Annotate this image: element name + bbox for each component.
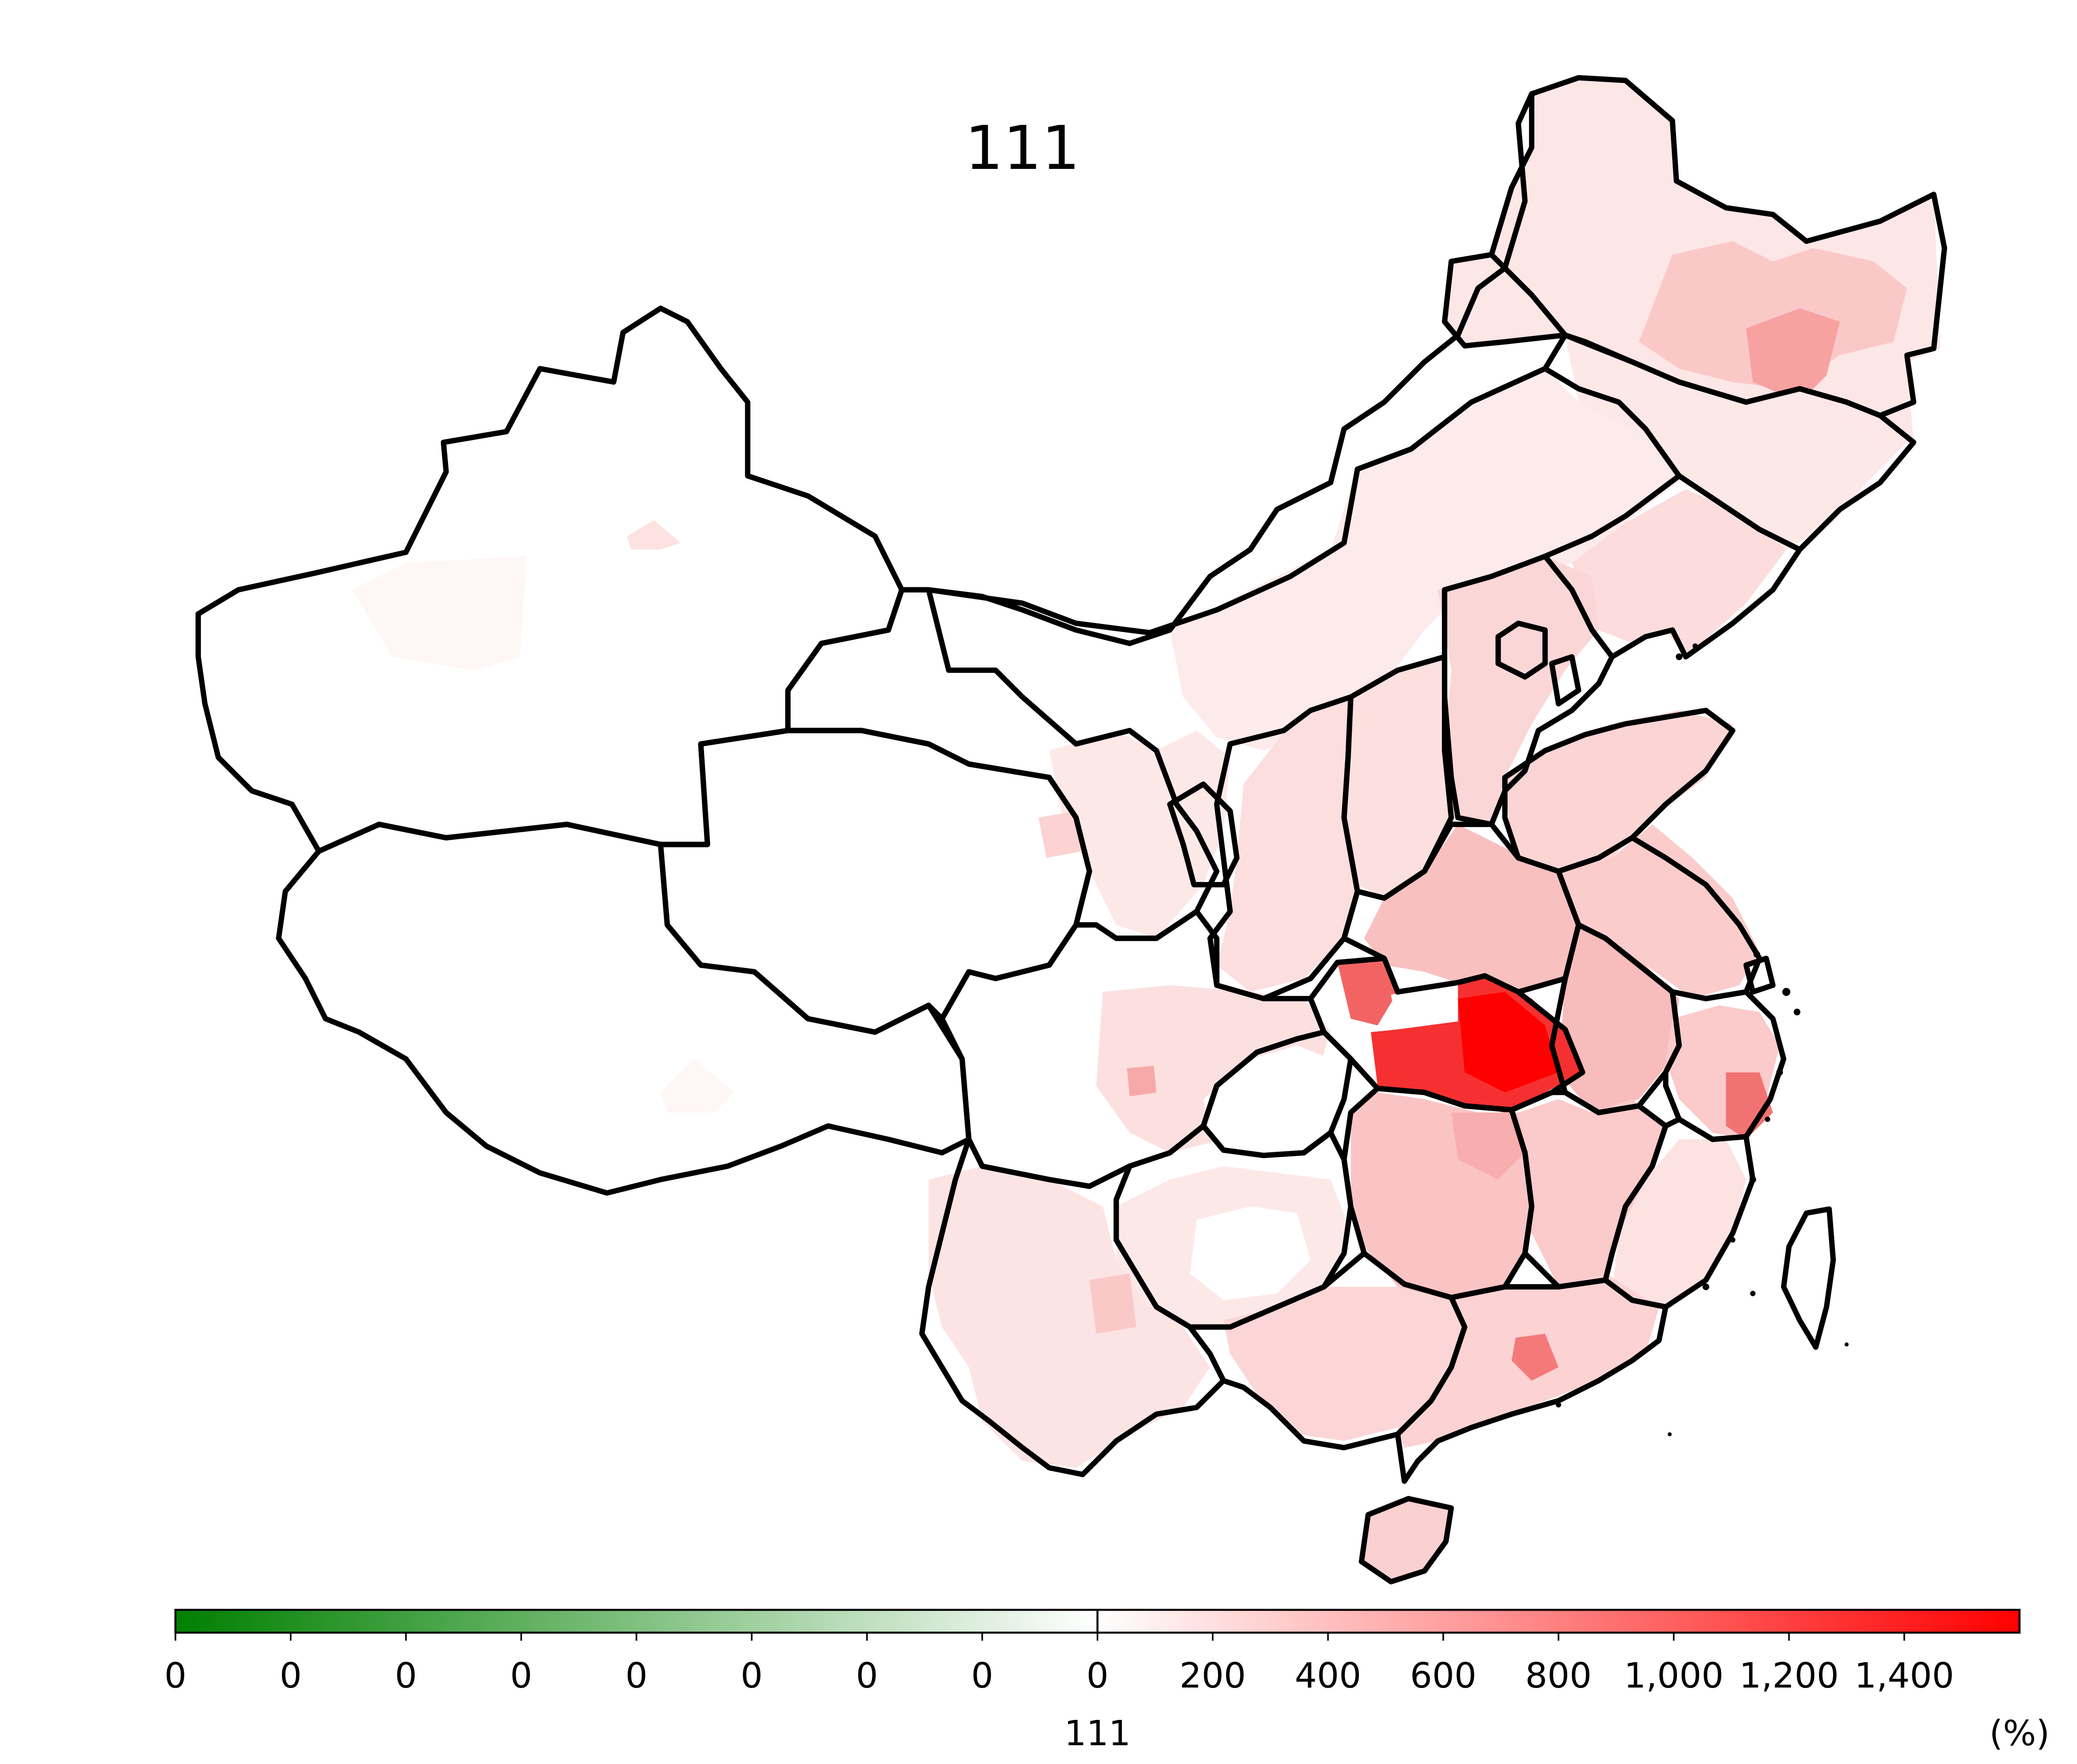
coastline-islands	[1555, 643, 1849, 1437]
island-dot	[1844, 1342, 1849, 1346]
colorbar-tick-label: 0	[1086, 1655, 1108, 1696]
region-zhejiang-south	[1726, 1072, 1773, 1140]
region-hebei	[1438, 556, 1599, 825]
colorbar-tick-label: 0	[856, 1655, 878, 1696]
colorbar-positive	[1097, 1610, 2020, 1633]
island-dot	[1753, 951, 1760, 958]
colorbar-tick-label: 0	[395, 1655, 417, 1696]
colorbar-tick-label: 0	[971, 1655, 993, 1696]
colorbar-tick-label: 0	[280, 1655, 302, 1696]
outline-guangdong	[1395, 1277, 1668, 1484]
region-shandong	[1505, 710, 1733, 872]
region-guangxi	[1223, 1286, 1465, 1441]
outline-tianjin	[1549, 654, 1582, 707]
outline-xinjiang	[195, 305, 905, 854]
outline-inner-mongolia	[926, 91, 1568, 646]
outline-taiwan	[1781, 1206, 1836, 1350]
outline-anhui	[1549, 922, 1682, 1116]
outline-yunnan	[919, 1136, 1226, 1477]
province-outlines	[195, 75, 1948, 1585]
region-sichuan-spot	[1127, 1065, 1157, 1097]
map-title: 111	[965, 114, 1080, 183]
region-jiangsu	[1558, 824, 1760, 999]
colorbar-tick-label: 400	[1295, 1655, 1361, 1696]
region-shaanxi	[1217, 697, 1357, 992]
colorbar-tick-label: 600	[1410, 1655, 1477, 1696]
region-jiangxi	[1518, 1099, 1666, 1287]
outline-hainan	[1358, 1496, 1454, 1585]
colorbar-negative	[175, 1610, 1098, 1633]
colorbar-tick-label: 0	[510, 1655, 532, 1696]
island-dot	[1776, 1069, 1783, 1076]
colorbar-tick-label: 0	[625, 1655, 647, 1696]
outline-beijing	[1495, 620, 1548, 680]
island-dot	[1794, 1009, 1801, 1016]
colorbar-tick-label: 800	[1525, 1655, 1592, 1696]
region-shanxi	[1350, 657, 1458, 898]
colorbar-label: 111	[1064, 1713, 1131, 1754]
region-heilongjiang-central	[1639, 241, 1907, 389]
region-tibet-spot	[660, 1059, 735, 1113]
island-dot	[1730, 1237, 1736, 1243]
region-gansu-east	[1049, 730, 1230, 938]
region-inner-mongolia	[1170, 368, 1686, 751]
island-dot	[1749, 1176, 1756, 1183]
region-suizhou	[1391, 982, 1458, 1030]
outline-hebei	[1442, 554, 1615, 827]
region-guangdong-pearl	[1511, 1333, 1559, 1381]
colorbar-tick-label: 200	[1180, 1655, 1246, 1696]
region-harbin	[1746, 308, 1840, 403]
region-wuhan	[1458, 992, 1559, 1093]
region-gansu-spot	[1038, 811, 1083, 858]
island-dot	[1692, 643, 1698, 649]
island-dot	[1668, 1432, 1672, 1437]
island-dot	[1675, 653, 1683, 661]
region-xinjiang-spot	[627, 520, 681, 550]
outline-ningxia	[1167, 781, 1240, 888]
outline-jilin	[1544, 332, 1917, 553]
region-jilin	[1565, 335, 1907, 550]
region-yunnan-spot	[1089, 1273, 1137, 1334]
region-shiyan	[1337, 958, 1398, 1026]
island-dot	[1750, 1291, 1756, 1296]
colorbar: 0 0 0 0 0 0 0 0 0 200 400 600 800 1,000 1,200 1,400 111…	[164, 1609, 2050, 1754]
region-henan	[1364, 824, 1579, 992]
outline-tibet	[276, 821, 972, 1196]
region-hainan	[1364, 1498, 1449, 1579]
colorbar-tick-label: 1,200	[1739, 1655, 1839, 1696]
outline-shanghai	[1743, 956, 1776, 995]
colorbar-tick-label: 1,000	[1624, 1655, 1724, 1696]
island-dot	[1702, 1283, 1709, 1290]
region-hunan-east	[1451, 1112, 1525, 1180]
colorbar-tick-label: 0	[164, 1655, 186, 1696]
region-yunnan	[928, 1166, 1210, 1468]
unit-label: (%)	[1989, 1713, 2050, 1754]
colorbar-tick-label: 1,400	[1854, 1655, 1954, 1696]
colorbar-tick-label: 0	[741, 1655, 763, 1696]
island-dot	[1782, 988, 1790, 996]
island-dot	[1555, 1402, 1562, 1407]
region-xinjiang	[352, 556, 527, 670]
colorbar-ticks: 0 0 0 0 0 0 0 0 0 200 400 600 800 1,000 1,200 1,400	[164, 1633, 1954, 1696]
region-liaoning	[1572, 489, 1787, 657]
region-guizhou-white	[1190, 1206, 1311, 1300]
island-dot	[1765, 1117, 1770, 1122]
region-fills	[352, 77, 1941, 1579]
outline-shaanxi	[1207, 694, 1360, 1002]
